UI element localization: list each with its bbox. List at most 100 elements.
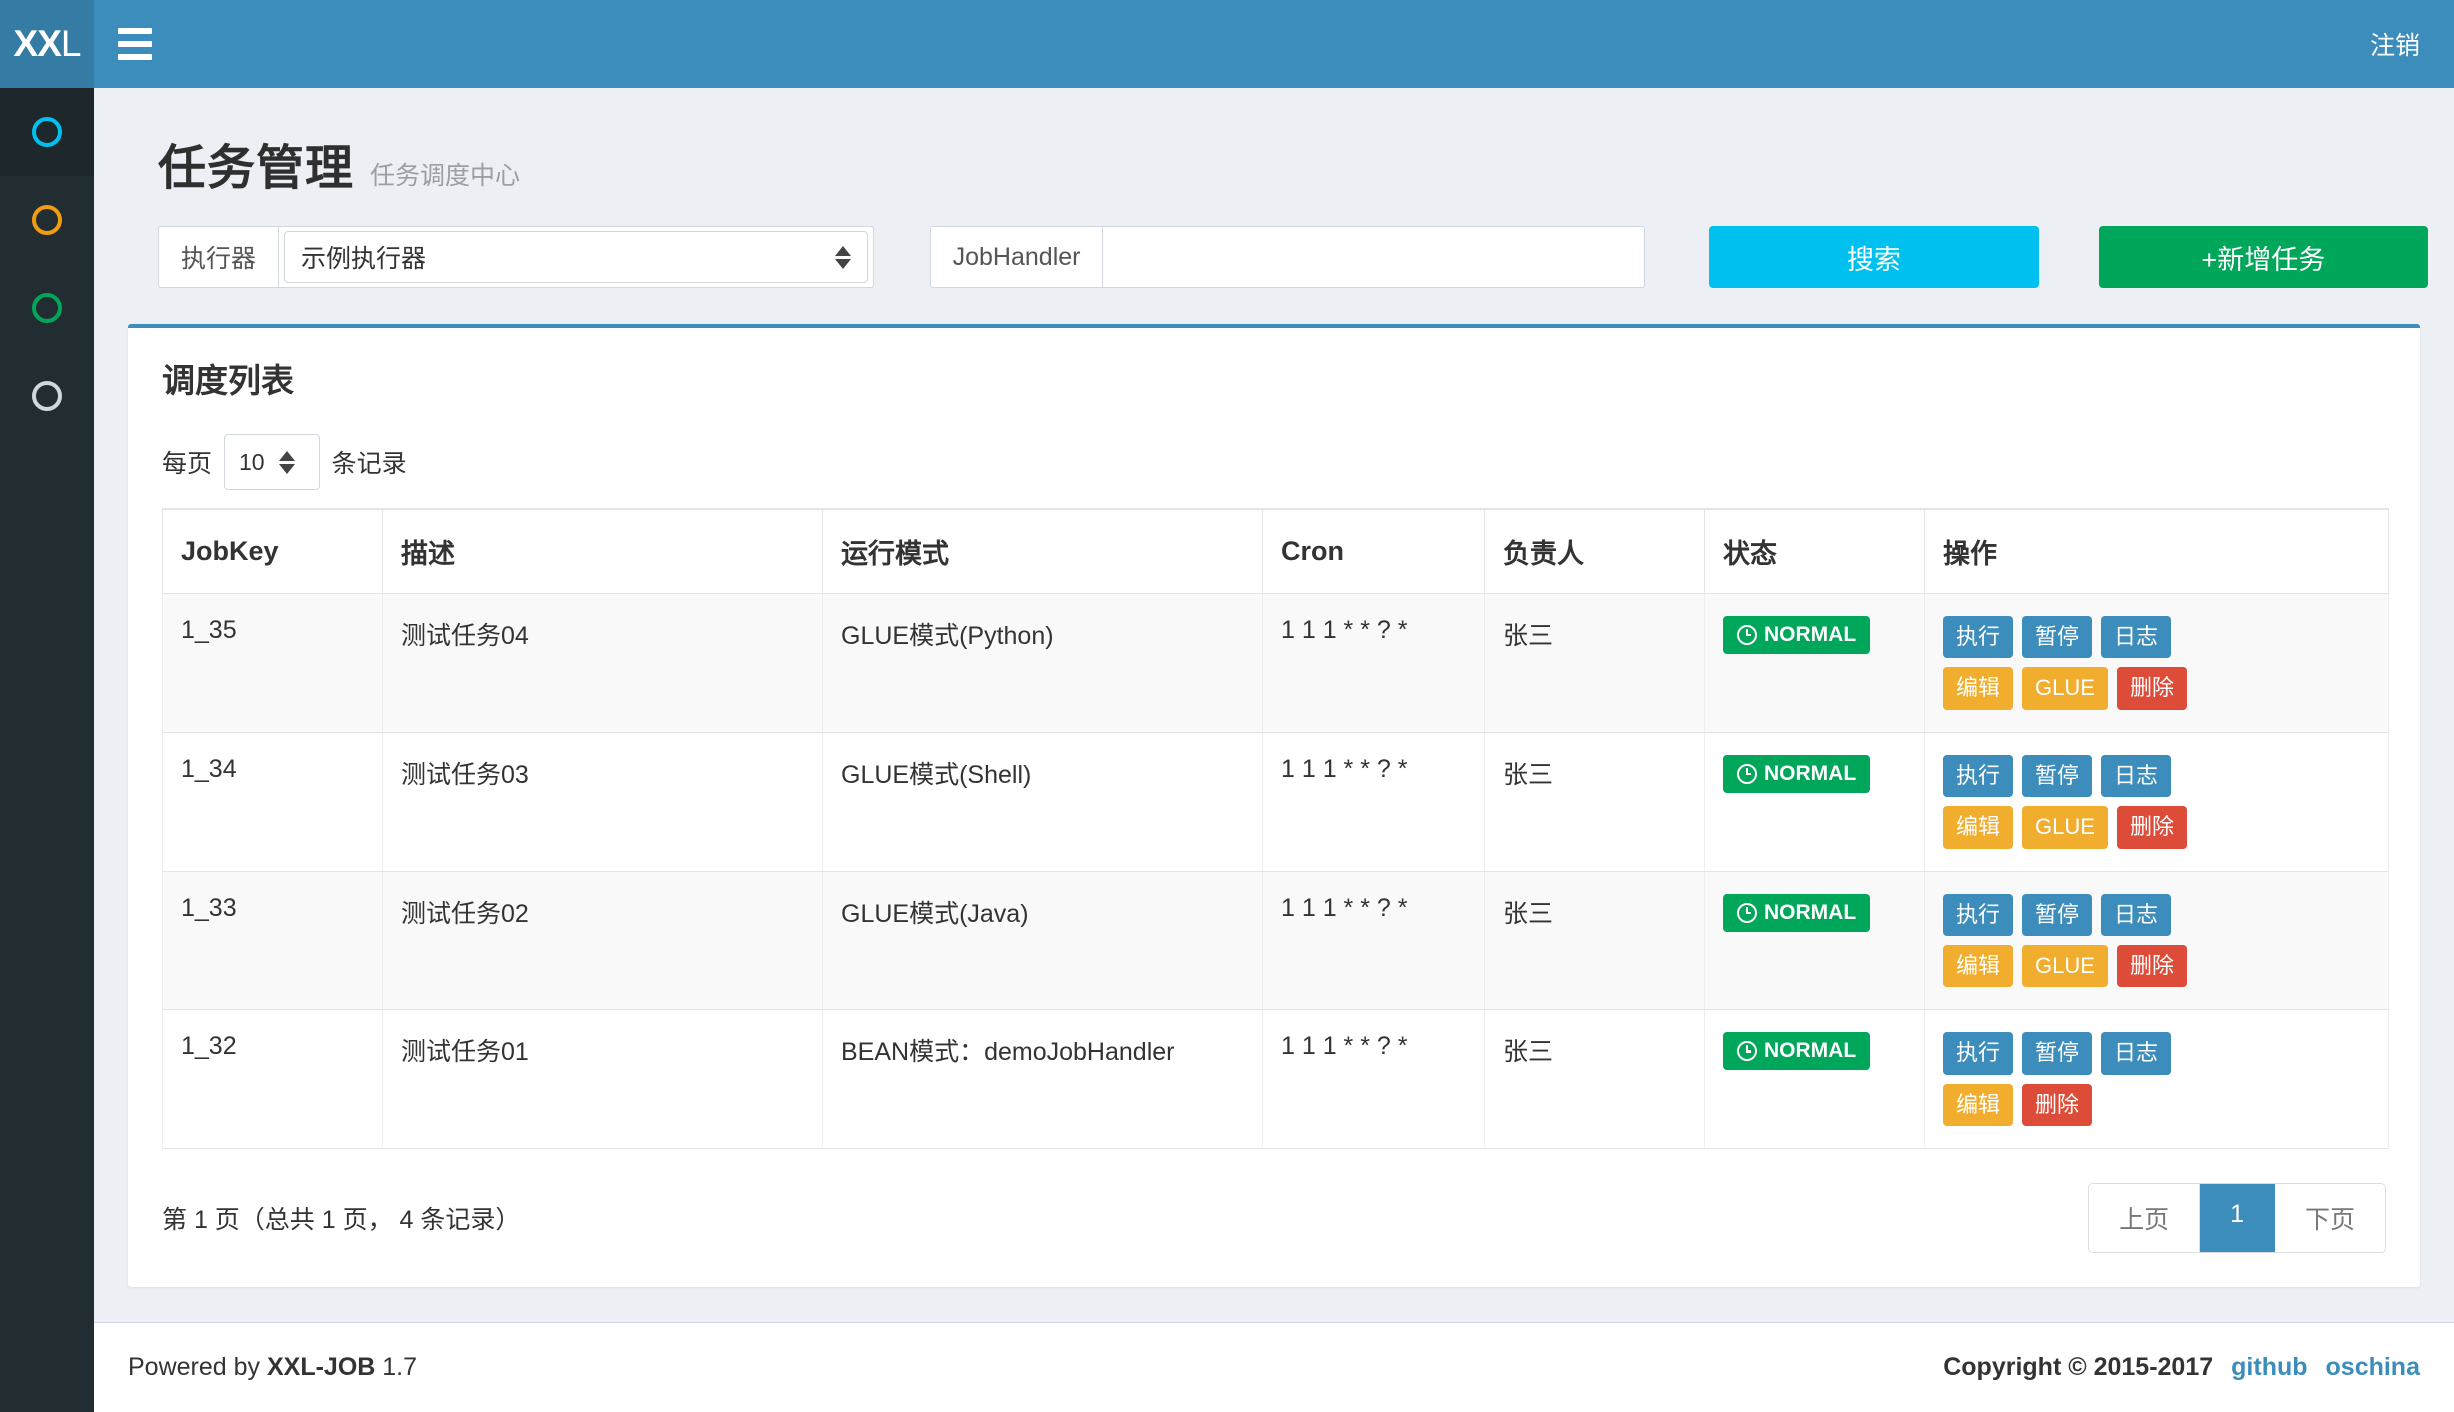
chevron-updown-icon <box>831 245 855 269</box>
footer-product-name: XXL-JOB <box>266 1353 376 1381</box>
job-cell-mode: BEAN模式：demoJobHandler <box>822 1009 1263 1150</box>
chevron-updown-icon <box>275 450 299 474</box>
page-length-select[interactable]: 10 <box>224 434 320 490</box>
op-button-1[interactable]: 暂停 <box>2022 616 2093 659</box>
page-footer: Powered by XXL-JOB 1.7 Copyright © 2015-… <box>94 1322 2454 1412</box>
job-cell-status: NORMAL <box>1704 732 1925 872</box>
clock-icon <box>1737 902 1757 923</box>
panel-header: 调度列表 <box>128 328 2420 408</box>
operation-button-group: 执行 暂停 日志编辑 GLUE 删除 <box>1943 754 2233 849</box>
logout-link[interactable]: 注销 <box>2369 32 2420 60</box>
op-button-0[interactable]: 执行 <box>1943 616 2014 659</box>
sidebar-item-3[interactable] <box>0 264 94 352</box>
pagination-page-1[interactable]: 1 <box>2200 1184 2275 1253</box>
page-subtitle: 任务调度中心 <box>370 162 521 190</box>
job-table-body: 1_35 测试任务04 GLUE模式(Python) 1 1 1 * * ? * 张三 N… <box>162 593 2389 1150</box>
content-wrapper: 任务管理 任务调度中心 执行器 示例执行器 JobHandler 搜索 +新增任… <box>94 88 2454 1322</box>
jobhandler-label: JobHandler <box>930 227 1104 287</box>
job-list-panel: 调度列表 每页 10 条记录 JobKey 描述 <box>128 324 2420 1288</box>
op-button-4[interactable]: 删除 <box>2022 1083 2093 1127</box>
job-table-head: JobKey 描述 运行模式 Cron 负责人 状态 操作 <box>162 508 2389 594</box>
op-button-3[interactable]: 编辑 <box>1943 1083 2014 1127</box>
op-button-4[interactable]: GLUE <box>2022 944 2108 988</box>
sidebar-item-2[interactable] <box>0 176 94 264</box>
column-header-cron: Cron <box>1262 508 1485 594</box>
op-button-5[interactable]: 删除 <box>2116 944 2187 988</box>
clock-icon <box>1737 1041 1757 1062</box>
footer-copyright: Copyright © 2015-2017 <box>1943 1353 2214 1381</box>
pagination-controls: 上页 1 下页 <box>2088 1183 2386 1254</box>
op-button-1[interactable]: 暂停 <box>2022 893 2093 936</box>
column-header-jobkey: JobKey <box>162 508 383 594</box>
status-badge: NORMAL <box>1723 754 1871 793</box>
page-length-row: 每页 10 条记录 <box>128 408 2420 508</box>
op-button-2[interactable]: 日志 <box>2101 616 2172 659</box>
op-button-1[interactable]: 暂停 <box>2022 1032 2093 1075</box>
footer-link-github[interactable]: github <box>2231 1353 2308 1381</box>
op-button-2[interactable]: 日志 <box>2101 1032 2172 1075</box>
pagination-row: 第 1 页（总共 1 页， 4 条记录） 上页 1 下页 <box>128 1149 2420 1254</box>
app-logo[interactable]: XXL <box>0 0 94 88</box>
panel-title: 调度列表 <box>162 362 294 399</box>
footer-version: 1.7 <box>375 1353 418 1381</box>
op-button-1[interactable]: 暂停 <box>2022 754 2093 798</box>
job-cell-cron: 1 1 1 * * ? * <box>1262 593 1485 733</box>
job-cell-owner: 张三 <box>1484 871 1705 1011</box>
circle-icon-cyan <box>32 117 62 147</box>
table-row: 1_32 测试任务01 BEAN模式：demoJobHandler 1 1 1 * *… <box>162 1009 2389 1150</box>
job-table: JobKey 描述 运行模式 Cron 负责人 状态 操作 1_35 测试任务04… <box>162 508 2389 1150</box>
hamburger-bar <box>118 54 152 60</box>
footer-powered-by: Powered by XXL-JOB 1.7 <box>128 1353 417 1382</box>
job-cell-owner: 张三 <box>1484 732 1705 872</box>
circle-icon-white <box>32 381 62 411</box>
op-button-3[interactable]: 编辑 <box>1943 944 2014 988</box>
status-badge: NORMAL <box>1723 616 1871 654</box>
column-header-owner: 负责人 <box>1484 508 1705 594</box>
op-button-0[interactable]: 执行 <box>1943 893 2014 936</box>
job-cell-jobkey: 1_35 <box>162 593 383 733</box>
footer-copyright-area: Copyright © 2015-2017 github oschina <box>1943 1353 2420 1382</box>
op-button-0[interactable]: 执行 <box>1943 1032 2014 1075</box>
hamburger-icon[interactable] <box>118 22 164 66</box>
executor-label: 执行器 <box>159 227 280 287</box>
executor-select[interactable]: 示例执行器 <box>284 231 868 283</box>
top-navbar: XXL 注销 <box>0 0 2454 88</box>
job-cell-mode: GLUE模式(Shell) <box>822 732 1263 872</box>
job-cell-jobkey: 1_34 <box>162 732 383 872</box>
op-button-2[interactable]: 日志 <box>2101 754 2172 798</box>
sidebar-item-4[interactable] <box>0 352 94 440</box>
jobhandler-input[interactable] <box>1103 227 1645 287</box>
op-button-4[interactable]: GLUE <box>2022 667 2108 710</box>
op-button-0[interactable]: 执行 <box>1943 754 2014 798</box>
table-row: 1_34 测试任务03 GLUE模式(Shell) 1 1 1 * * ? * 张三 NO… <box>162 732 2389 872</box>
footer-link-oschina[interactable]: oschina <box>2325 1353 2420 1381</box>
job-cell-ops: 执行 暂停 日志编辑 删除 <box>1924 1009 2389 1150</box>
sidebar-item-1[interactable] <box>0 88 94 176</box>
pagination-next[interactable]: 下页 <box>2274 1184 2385 1253</box>
executor-filter-group: 执行器 示例执行器 <box>158 226 874 288</box>
hamburger-bar <box>118 28 152 34</box>
search-button[interactable]: 搜索 <box>1709 226 2039 288</box>
op-button-5[interactable]: 删除 <box>2116 667 2187 710</box>
logo-bold: XX <box>13 23 62 64</box>
op-button-3[interactable]: 编辑 <box>1943 806 2014 849</box>
pagination-prev[interactable]: 上页 <box>2089 1184 2201 1253</box>
column-header-desc: 描述 <box>382 508 823 594</box>
sidebar <box>0 88 94 1412</box>
op-button-2[interactable]: 日志 <box>2101 893 2172 936</box>
status-badge: NORMAL <box>1723 1032 1871 1071</box>
operation-button-group: 执行 暂停 日志编辑 删除 <box>1943 1032 2233 1127</box>
job-cell-mode: GLUE模式(Python) <box>822 593 1263 733</box>
op-button-4[interactable]: GLUE <box>2022 806 2108 849</box>
job-cell-owner: 张三 <box>1484 1009 1705 1150</box>
footer-powered-prefix: Powered by <box>128 1353 267 1381</box>
add-job-button[interactable]: +新增任务 <box>2098 226 2428 288</box>
page-length-suffix: 条记录 <box>331 450 407 478</box>
hamburger-bar <box>118 41 152 47</box>
table-row: 1_35 测试任务04 GLUE模式(Python) 1 1 1 * * ? * 张三 N… <box>162 593 2389 733</box>
job-cell-status: NORMAL <box>1704 871 1925 1011</box>
op-button-3[interactable]: 编辑 <box>1943 667 2014 710</box>
job-cell-desc: 测试任务04 <box>382 593 823 733</box>
op-button-5[interactable]: 删除 <box>2116 806 2187 849</box>
